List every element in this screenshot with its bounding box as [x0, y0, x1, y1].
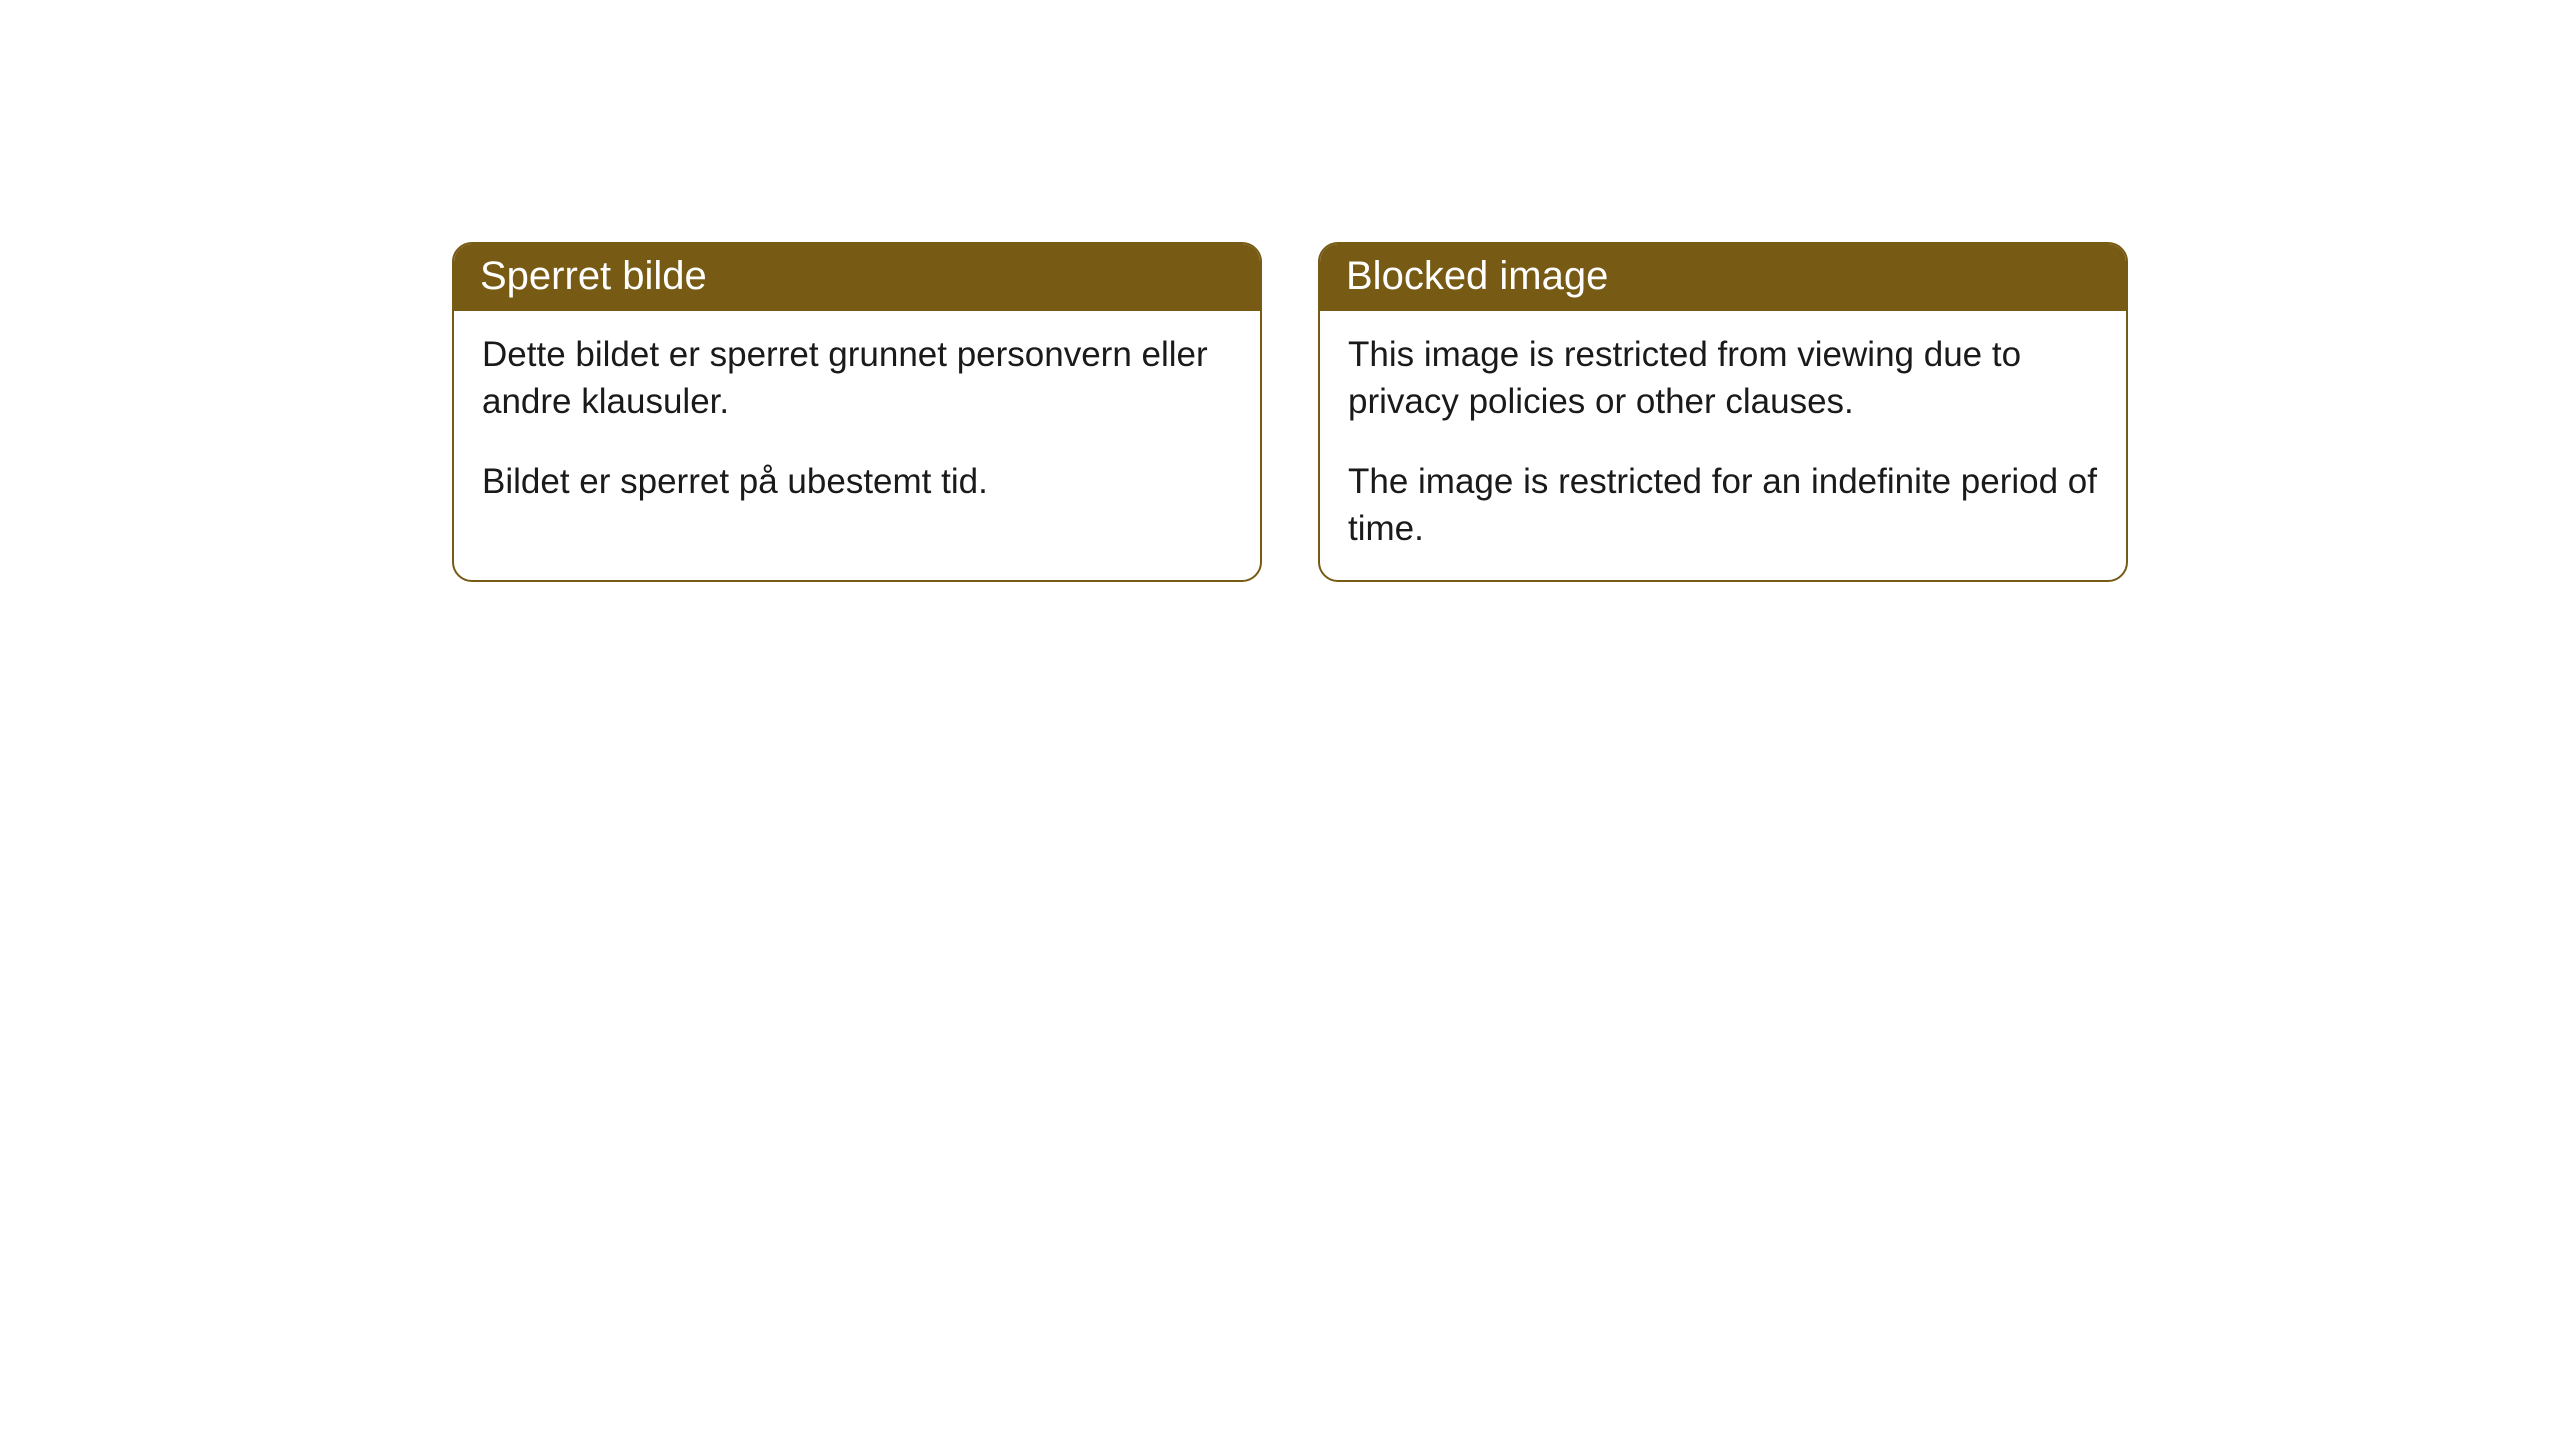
card-paragraph: This image is restricted from viewing du… [1348, 331, 2098, 426]
card-header: Sperret bilde [454, 244, 1260, 311]
notice-card-english: Blocked image This image is restricted f… [1318, 242, 2128, 582]
card-title: Blocked image [1346, 254, 1608, 298]
notice-container: Sperret bilde Dette bildet er sperret gr… [452, 242, 2128, 582]
card-body: Dette bildet er sperret grunnet personve… [454, 311, 1260, 533]
card-body: This image is restricted from viewing du… [1320, 311, 2126, 580]
notice-card-norwegian: Sperret bilde Dette bildet er sperret gr… [452, 242, 1262, 582]
card-paragraph: Dette bildet er sperret grunnet personve… [482, 331, 1232, 426]
card-header: Blocked image [1320, 244, 2126, 311]
card-paragraph: Bildet er sperret på ubestemt tid. [482, 458, 1232, 505]
card-paragraph: The image is restricted for an indefinit… [1348, 458, 2098, 553]
card-title: Sperret bilde [480, 254, 707, 298]
